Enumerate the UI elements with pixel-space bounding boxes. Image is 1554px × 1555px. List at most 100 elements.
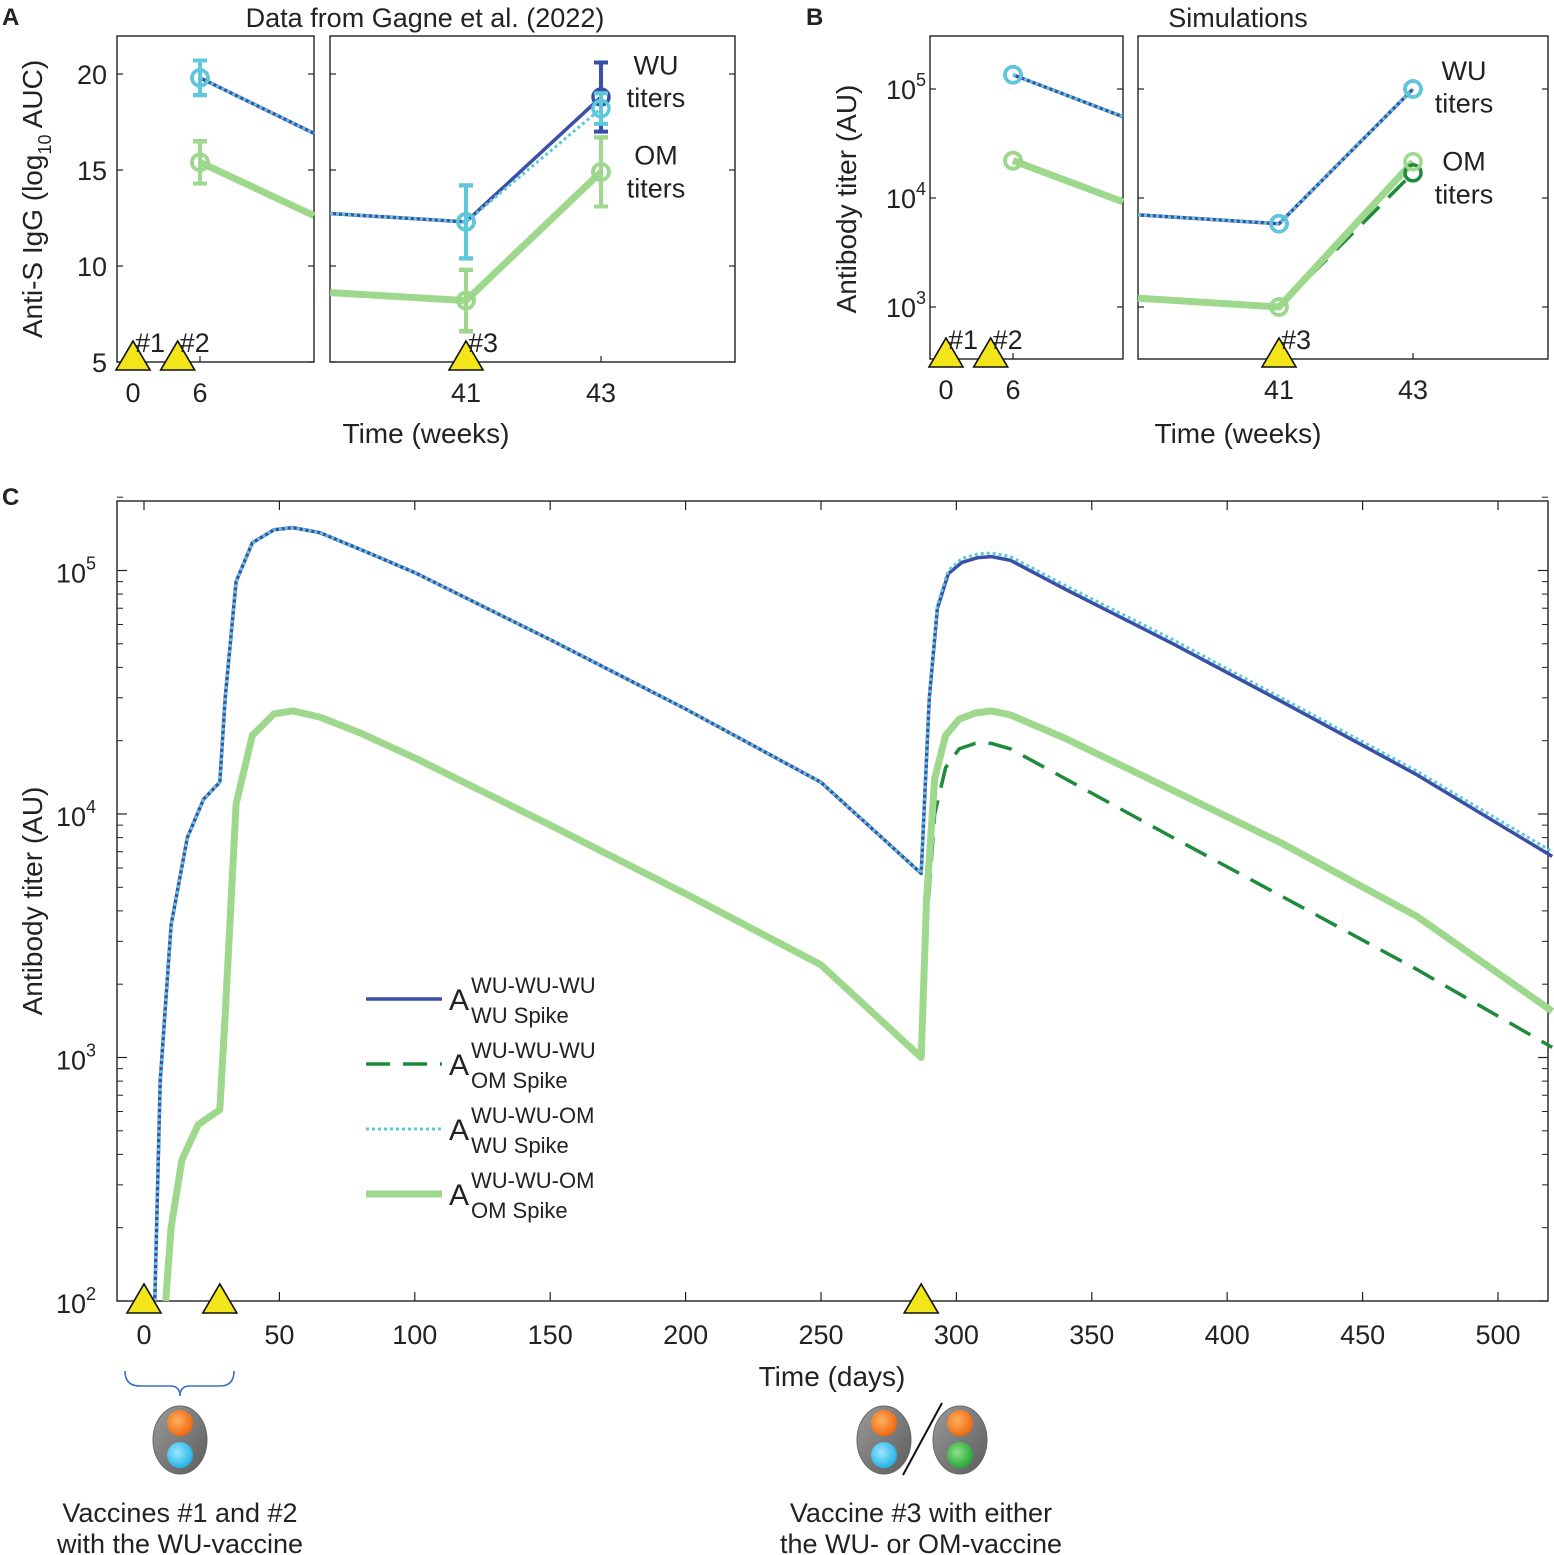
panel-label-c: C bbox=[2, 484, 19, 511]
b-series-line bbox=[1012, 73, 1124, 119]
panel-c-axes bbox=[116, 500, 1549, 1302]
c-x-tick-label: 350 bbox=[1069, 1320, 1114, 1350]
c-y-tick-label: 103 bbox=[56, 1041, 96, 1076]
b-data-point bbox=[1003, 65, 1023, 85]
b-annotation: OM bbox=[1442, 147, 1486, 177]
panel-a-x-label: Time (weeks) bbox=[343, 418, 510, 449]
c-dose-marker bbox=[902, 1282, 940, 1314]
a-series-line bbox=[329, 107, 602, 224]
a-y-tick-label: 10 bbox=[77, 252, 107, 282]
b-data-point bbox=[1003, 150, 1023, 171]
b-annotation: WU bbox=[1442, 56, 1487, 86]
legend-label-sup: WU-WU-OM bbox=[471, 1168, 594, 1193]
a-y-tick-label: 20 bbox=[77, 60, 107, 90]
legend-label-main: A bbox=[449, 984, 469, 1017]
c-x-tick-label: 450 bbox=[1340, 1320, 1385, 1350]
legend-label-sub: OM Spike bbox=[471, 1198, 568, 1223]
a-error-bar bbox=[459, 267, 473, 334]
b-dose-marker bbox=[972, 336, 1010, 368]
vaccine-group-1: Vaccines #1 and #2 with the WU-vaccine bbox=[56, 1370, 303, 1555]
legend-label-sub: WU Spike bbox=[471, 1133, 569, 1158]
panel-c-x-label: Time (days) bbox=[759, 1361, 906, 1392]
b-data-point bbox=[1403, 163, 1423, 183]
vaccine-group-2: Vaccine #3 with either the WU- or OM-vac… bbox=[780, 1402, 1062, 1555]
panel-b-y-label: Antibody titer (AU) bbox=[831, 85, 862, 314]
b-series-line bbox=[1137, 159, 1416, 311]
b-x-tick-label: 0 bbox=[938, 375, 953, 405]
b-data-point bbox=[1403, 79, 1423, 99]
a-x-tick-label: 43 bbox=[586, 378, 616, 408]
a-x-tick-label: 41 bbox=[451, 378, 481, 408]
legend-label-main: A bbox=[449, 1049, 469, 1082]
a-error-bar bbox=[459, 183, 473, 261]
a-y-tick-label: 15 bbox=[77, 156, 107, 186]
vaccine-pill-wu-icon bbox=[152, 1405, 208, 1475]
c-x-tick-label: 0 bbox=[136, 1320, 151, 1350]
legend-label-main: A bbox=[449, 1179, 469, 1212]
a-annotation: titers bbox=[627, 173, 686, 203]
b-data-point bbox=[1269, 214, 1289, 234]
legend-label-sup: WU-WU-WU bbox=[471, 1038, 596, 1063]
c-y-tick-label: 104 bbox=[56, 797, 96, 832]
b-dose-label: #2 bbox=[993, 325, 1023, 355]
panel-c-y-label: Antibody titer (AU) bbox=[17, 787, 48, 1016]
a-x-tick-label: 0 bbox=[125, 378, 140, 408]
legend-label-sub: OM Spike bbox=[471, 1068, 568, 1093]
vaccine-pill-wu-icon bbox=[856, 1405, 912, 1475]
c-x-tick-label: 50 bbox=[264, 1320, 294, 1350]
c-dose-marker bbox=[201, 1282, 239, 1314]
a-dose-marker bbox=[447, 339, 485, 371]
c-series-line bbox=[153, 525, 1554, 1302]
b-series-line bbox=[1137, 171, 1415, 309]
panel-c-chart: 0 50 100 150 200 250 300 350 400 450 500 102 103 104 1… bbox=[17, 496, 1554, 1392]
b-annotation: titers bbox=[1435, 89, 1494, 119]
b-dose-label: #1 bbox=[948, 325, 978, 355]
panel-b-x-label: Time (weeks) bbox=[1155, 418, 1322, 449]
a-x-tick-label: 6 bbox=[192, 378, 207, 408]
a-data-point bbox=[456, 212, 476, 232]
a-error-bar bbox=[193, 139, 207, 186]
b-series-line bbox=[1137, 87, 1415, 226]
a-error-bar bbox=[594, 135, 608, 209]
a-dose-marker bbox=[114, 339, 152, 371]
c-x-tick-label: 300 bbox=[934, 1320, 979, 1350]
c-x-tick-label: 400 bbox=[1205, 1320, 1250, 1350]
vaccine-pill-om-icon bbox=[932, 1405, 988, 1475]
b-x-tick-label: 41 bbox=[1264, 375, 1294, 405]
a-data-point bbox=[456, 290, 476, 311]
a-dose-label: #3 bbox=[468, 328, 498, 358]
legend-label-sub: WU Spike bbox=[471, 1003, 569, 1028]
a-annotation: OM bbox=[634, 141, 678, 171]
vaccine-note-1-line2: with the WU-vaccine bbox=[56, 1529, 303, 1555]
b-series-line bbox=[1012, 73, 1124, 119]
a-dose-label: #2 bbox=[180, 328, 210, 358]
a-data-point bbox=[190, 152, 210, 173]
vaccine-note-1-line1: Vaccines #1 and #2 bbox=[62, 1498, 297, 1528]
c-x-tick-label: 250 bbox=[798, 1320, 843, 1350]
a-error-bar bbox=[594, 91, 608, 126]
a-error-bar bbox=[193, 58, 207, 98]
slash-divider bbox=[902, 1402, 943, 1476]
a-data-point bbox=[591, 162, 611, 182]
legend-label-sup: WU-WU-OM bbox=[471, 1103, 594, 1128]
b-series-line bbox=[1011, 157, 1125, 206]
panel-a-y-label: Anti-S IgG (log10 AUC) bbox=[17, 60, 55, 338]
c-x-tick-label: 150 bbox=[528, 1320, 573, 1350]
b-x-tick-label: 43 bbox=[1398, 375, 1428, 405]
legend-label-main: A bbox=[449, 1114, 469, 1147]
b-data-point bbox=[1269, 297, 1289, 317]
c-x-tick-label: 100 bbox=[392, 1320, 437, 1350]
a-data-point bbox=[591, 98, 611, 119]
dose-bracket bbox=[124, 1370, 235, 1397]
a-annotation: titers bbox=[627, 83, 686, 113]
b-dose-label: #3 bbox=[1281, 325, 1311, 355]
b-x-tick-label: 6 bbox=[1005, 375, 1020, 405]
panel-label-a: A bbox=[2, 4, 19, 31]
b-y-tick-label: 104 bbox=[886, 179, 926, 214]
panel-title-a: Data from Gagne et al. (2022) bbox=[246, 3, 605, 33]
c-series-line bbox=[162, 707, 1554, 1302]
